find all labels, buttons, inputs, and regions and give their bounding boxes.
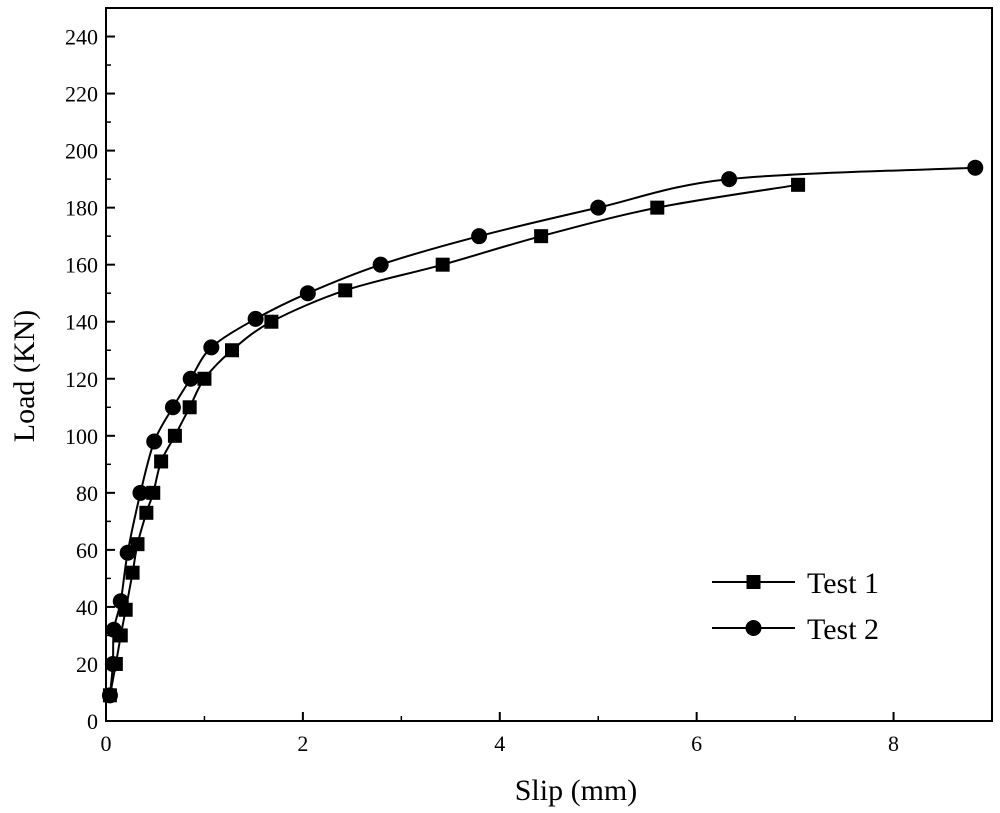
square-point (225, 343, 240, 358)
circle-point (471, 228, 488, 245)
circle-point (112, 593, 129, 610)
circle-point (146, 433, 163, 450)
legend-label: Test 1 (807, 567, 879, 600)
y-tick-label: 120 (65, 367, 98, 392)
circle-point (119, 544, 136, 561)
y-tick-label: 160 (65, 253, 98, 278)
x-tick-label: 2 (297, 731, 308, 756)
y-tick-label: 40 (76, 595, 98, 620)
circle-point (104, 655, 121, 672)
square-point (130, 537, 145, 552)
legend-square-marker (746, 575, 761, 589)
x-axis-ticks: 0 2 4 6 8 (101, 712, 899, 756)
y-tick-label: 180 (65, 196, 98, 221)
x-tick-label: 6 (691, 731, 702, 756)
y-tick-label: 220 (65, 82, 98, 107)
square-point (146, 485, 161, 500)
circle-point (590, 199, 607, 216)
y-axis-title: Load (KN) (8, 310, 41, 442)
series-1 (102, 177, 806, 703)
circle-point (721, 171, 738, 188)
axes (105, 7, 993, 722)
legend-item: Test 1 (712, 567, 879, 600)
circle-point (182, 370, 199, 387)
series-line (108, 183, 799, 696)
square-point (125, 565, 140, 580)
square-point (182, 400, 197, 415)
circle-point (967, 159, 984, 176)
y-tick-label: 0 (87, 709, 98, 734)
y-tick-label: 140 (65, 310, 98, 335)
square-point (167, 428, 182, 443)
y-tick-label: 20 (76, 652, 98, 677)
legend-item: Test 2 (712, 613, 879, 646)
plot-frame (105, 7, 993, 722)
legend: Test 1 Test 2 (712, 567, 879, 646)
circle-point (247, 310, 264, 327)
x-tick-label: 0 (101, 731, 112, 756)
square-point (534, 229, 549, 244)
y-tick-label: 80 (76, 481, 98, 506)
square-point (435, 257, 450, 272)
circle-point (132, 484, 149, 501)
square-point (264, 314, 279, 329)
square-point (154, 454, 169, 469)
circle-point (372, 256, 389, 273)
x-tick-label: 4 (494, 731, 505, 756)
square-point (139, 505, 154, 520)
circle-point (101, 687, 118, 704)
square-point (197, 371, 212, 386)
y-tick-label: 60 (76, 538, 98, 563)
y-tick-label: 200 (65, 139, 98, 164)
series-2 (101, 159, 984, 704)
y-tick-label: 100 (65, 424, 98, 449)
circle-point (203, 339, 220, 356)
circle-point (105, 621, 122, 638)
legend-label: Test 2 (807, 613, 879, 646)
y-tick-label: 240 (65, 25, 98, 50)
series-layer (101, 159, 984, 704)
square-point (338, 283, 353, 298)
square-point (791, 177, 806, 192)
x-axis-title: Slip (mm) (515, 774, 638, 807)
legend-circle-marker (745, 620, 762, 636)
y-axis-ticks: 0 20 40 60 80 100 120 140 160 180 200 220 240 (65, 25, 115, 734)
square-point (650, 200, 665, 215)
circle-point (164, 399, 181, 416)
circle-point (299, 285, 316, 302)
x-tick-label: 8 (888, 731, 899, 756)
